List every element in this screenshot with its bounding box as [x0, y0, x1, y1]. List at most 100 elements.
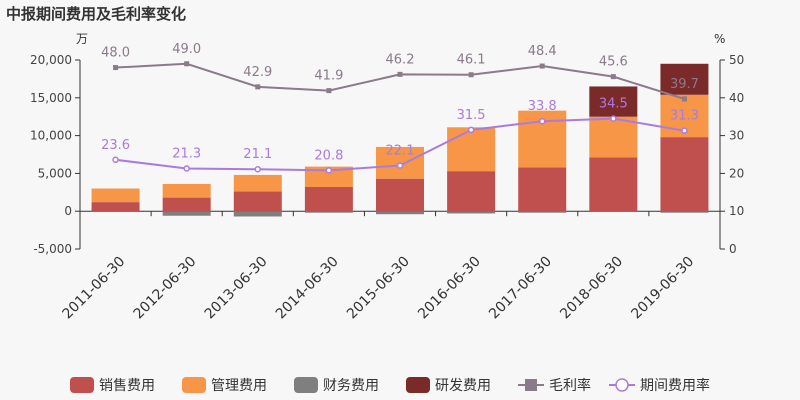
legend-swatch	[70, 377, 94, 393]
data-label: 21.3	[172, 146, 201, 161]
data-label: 20.8	[314, 148, 343, 163]
bar-segment	[233, 191, 282, 212]
bar-segment	[304, 187, 353, 212]
data-label: 41.9	[314, 69, 343, 84]
y-left-tick-label: 0	[64, 204, 72, 218]
data-point	[325, 167, 333, 174]
bar-segment	[589, 116, 638, 158]
y-left-tick-label: 10,000	[30, 129, 72, 143]
y-right-tick-label: 50	[729, 53, 744, 67]
data-point	[113, 65, 119, 71]
bar-segment	[376, 178, 424, 212]
data-point	[539, 63, 545, 69]
data-point	[397, 71, 403, 77]
data-point	[681, 127, 688, 134]
data-label: 49.0	[172, 42, 201, 57]
y-right-tick-label: 10	[729, 204, 744, 218]
y-left-unit: 万	[76, 32, 88, 46]
data-point	[326, 88, 332, 94]
data-point	[184, 61, 190, 67]
bar-segment	[162, 211, 211, 216]
legend-label: 财务费用	[323, 378, 379, 394]
data-point	[396, 162, 404, 169]
data-label: 48.0	[101, 46, 130, 61]
bar-segment	[518, 167, 567, 212]
legend-swatch	[406, 377, 430, 393]
data-label: 42.9	[243, 65, 272, 80]
bar-segment	[233, 211, 282, 217]
x-tick-label: 2011-06-30	[60, 254, 129, 323]
y-right-unit: %	[714, 32, 725, 46]
bar-segment	[660, 63, 709, 95]
legend-label: 管理费用	[211, 378, 267, 394]
bar-segment	[233, 174, 282, 192]
y-right-tick-label: 20	[729, 166, 744, 180]
legend-label: 毛利率	[549, 377, 591, 394]
data-point	[681, 96, 687, 102]
data-label: 46.2	[386, 52, 415, 67]
data-label: 22.1	[386, 143, 415, 158]
lines	[112, 61, 688, 174]
bar-segment	[589, 211, 638, 212]
legend-swatch	[294, 377, 318, 393]
data-point	[254, 165, 262, 173]
data-point	[610, 74, 616, 80]
bar-segment	[376, 211, 424, 215]
bar-segment	[162, 183, 211, 198]
data-point	[468, 72, 474, 78]
legend-label: 研发费用	[435, 378, 491, 394]
data-label: 34.5	[599, 97, 628, 112]
bar-segment	[304, 211, 353, 213]
legend: 销售费用 管理费用 财务费用 研发费用 毛利率 期间费用率	[70, 377, 710, 394]
data-point	[467, 126, 475, 134]
y-left-tick-label: 20,000	[30, 53, 72, 67]
data-label: 45.6	[599, 55, 628, 70]
data-label: 48.4	[528, 44, 557, 59]
x-tick-label: 2016-06-30	[415, 254, 484, 323]
bar-segment	[660, 211, 709, 213]
y-right-tick-label: 30	[729, 129, 744, 143]
x-tick-label: 2014-06-30	[273, 254, 342, 323]
y-right-tick-label: 0	[729, 242, 737, 256]
x-tick-label: 2015-06-30	[344, 254, 413, 323]
data-point	[255, 84, 261, 90]
legend-swatch	[182, 377, 206, 393]
data-label: 46.1	[457, 53, 486, 68]
bar-segment	[91, 202, 140, 212]
y-left-tick-label: -5,000	[33, 242, 72, 256]
legend-label: 期间费用率	[640, 377, 710, 394]
bar-segment	[91, 211, 140, 212]
bar-segment	[447, 211, 496, 214]
bar-segment	[589, 157, 638, 212]
y-left-tick-label: 15,000	[30, 91, 72, 105]
x-tick-label: 2018-06-30	[557, 254, 626, 323]
data-label: 23.6	[101, 138, 130, 153]
data-point	[183, 165, 190, 172]
legend-label: 销售费用	[99, 378, 155, 394]
data-point	[610, 115, 617, 122]
bar-segment	[518, 211, 567, 213]
data-label: 31.3	[670, 109, 699, 124]
data-label: 39.7	[670, 77, 699, 92]
bar-segment	[447, 171, 496, 212]
bar-segment	[447, 127, 496, 172]
x-tick-label: 2019-06-30	[628, 254, 697, 323]
y-right-tick-label: 40	[729, 91, 744, 105]
x-tick-label: 2012-06-30	[131, 254, 200, 323]
data-point	[538, 117, 546, 125]
legend-marker	[525, 379, 537, 391]
bars	[91, 63, 709, 217]
chart-title: 中报期间费用及毛利率变化	[6, 5, 186, 23]
data-label: 31.5	[457, 108, 486, 123]
data-label: 21.1	[243, 147, 272, 162]
data-labels: 48.0 49.0 42.9 41.9 46.2 46.1 48.4 45.6 39.7 23.6…	[101, 42, 699, 164]
bar-segment	[162, 197, 211, 212]
bar-segment	[91, 188, 140, 203]
bar-segment	[304, 166, 353, 188]
bar-segment	[589, 86, 638, 117]
bar-segment	[660, 137, 709, 212]
legend-marker	[615, 378, 629, 392]
data-point	[112, 156, 119, 164]
y-left-tick-label: 5,000	[38, 166, 72, 180]
